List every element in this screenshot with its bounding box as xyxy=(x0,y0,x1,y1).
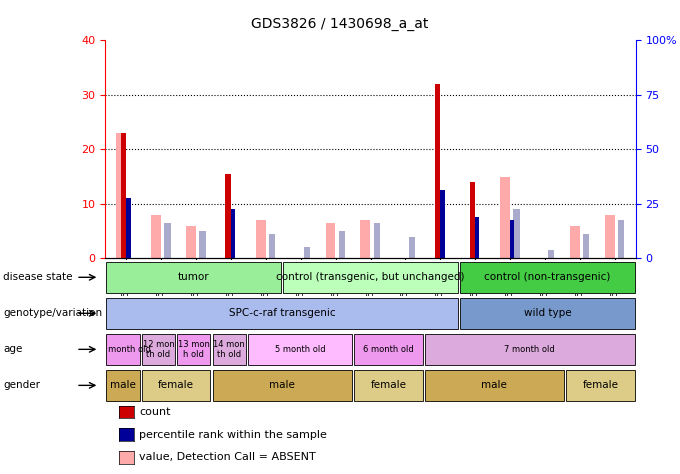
Bar xyxy=(142,334,175,365)
Bar xyxy=(500,176,510,258)
Bar xyxy=(126,198,131,258)
Bar xyxy=(460,298,634,329)
Bar xyxy=(248,334,352,365)
Bar xyxy=(435,84,441,258)
Bar xyxy=(513,210,520,258)
Bar xyxy=(107,334,139,365)
Text: 6 month old: 6 month old xyxy=(363,345,413,354)
Text: disease state: disease state xyxy=(3,272,73,283)
Text: wild type: wild type xyxy=(524,308,571,319)
Bar xyxy=(354,334,422,365)
Bar xyxy=(583,234,590,258)
Text: control (non-transgenic): control (non-transgenic) xyxy=(484,272,611,283)
Text: 13 mon
h old: 13 mon h old xyxy=(178,340,209,359)
Bar xyxy=(326,223,335,258)
Bar xyxy=(142,370,210,401)
Bar xyxy=(354,370,422,401)
Bar xyxy=(475,218,479,258)
Bar xyxy=(256,220,266,258)
Bar xyxy=(284,262,458,293)
Text: 12 mon
th old: 12 mon th old xyxy=(143,340,174,359)
Bar xyxy=(116,133,126,258)
Text: male: male xyxy=(481,380,507,391)
Bar xyxy=(165,223,171,258)
Bar xyxy=(177,334,210,365)
Bar xyxy=(618,220,624,258)
Bar xyxy=(548,250,554,258)
Bar xyxy=(566,370,634,401)
Bar xyxy=(570,226,579,258)
Text: gender: gender xyxy=(3,380,40,391)
Bar xyxy=(151,215,161,258)
Text: female: female xyxy=(158,380,194,391)
Text: female: female xyxy=(371,380,406,391)
Text: value, Detection Call = ABSENT: value, Detection Call = ABSENT xyxy=(139,452,316,463)
Bar xyxy=(425,370,564,401)
Bar xyxy=(226,174,231,258)
Bar xyxy=(425,334,634,365)
Text: 14 mon
th old: 14 mon th old xyxy=(214,340,245,359)
Text: 7 month old: 7 month old xyxy=(505,345,555,354)
Bar xyxy=(460,262,634,293)
Text: 5 month old: 5 month old xyxy=(275,345,325,354)
Bar xyxy=(121,133,126,258)
Text: GDS3826 / 1430698_a_at: GDS3826 / 1430698_a_at xyxy=(252,17,428,31)
Bar xyxy=(186,226,196,258)
Text: genotype/variation: genotype/variation xyxy=(3,308,103,319)
Bar xyxy=(605,215,615,258)
Text: SPC-c-raf transgenic: SPC-c-raf transgenic xyxy=(229,308,335,319)
Bar xyxy=(374,223,380,258)
Text: female: female xyxy=(583,380,618,391)
Bar xyxy=(409,237,415,258)
Bar xyxy=(441,190,445,258)
Text: male: male xyxy=(269,380,295,391)
Bar xyxy=(107,298,458,329)
Bar xyxy=(199,231,205,258)
Text: age: age xyxy=(3,344,22,355)
Text: count: count xyxy=(139,407,171,417)
Bar xyxy=(510,220,514,258)
Text: percentile rank within the sample: percentile rank within the sample xyxy=(139,429,327,440)
Text: male: male xyxy=(110,380,136,391)
Bar xyxy=(231,210,235,258)
Bar xyxy=(360,220,370,258)
Bar xyxy=(304,247,310,258)
Bar xyxy=(470,182,475,258)
Bar xyxy=(269,234,275,258)
Bar xyxy=(107,262,281,293)
Bar xyxy=(339,231,345,258)
Text: tumor: tumor xyxy=(178,272,209,283)
Bar xyxy=(213,334,245,365)
Bar xyxy=(213,370,352,401)
Text: 10 month old: 10 month old xyxy=(95,345,151,354)
Bar xyxy=(107,370,139,401)
Text: control (transgenic, but unchanged): control (transgenic, but unchanged) xyxy=(276,272,465,283)
